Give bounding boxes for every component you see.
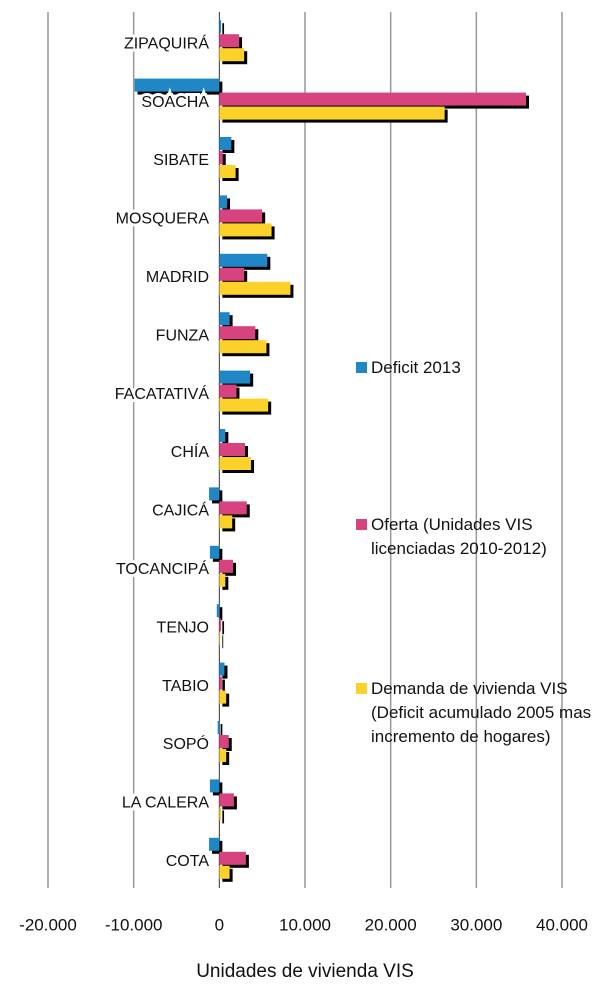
bar (219, 340, 267, 354)
bar (219, 807, 222, 821)
y-tick-label: TOCANCIPÁ (116, 559, 209, 578)
x-tick-label: 0 (215, 915, 224, 934)
bar (219, 92, 527, 106)
bar (219, 165, 236, 178)
bar (219, 676, 222, 690)
bar (219, 429, 226, 442)
bar-shadow (222, 621, 225, 635)
legend-item: Demanda de vivienda VIS (Deficit acumula… (356, 677, 596, 749)
x-tick-label: 10.000 (279, 915, 331, 934)
bar (209, 779, 220, 793)
bar (209, 487, 220, 501)
x-axis-title: Unidades de vivienda VIS (196, 961, 414, 982)
legend-swatch (356, 519, 367, 530)
bar-shadow (220, 724, 223, 737)
x-tick-label: -10.000 (105, 915, 163, 934)
bar (209, 837, 220, 851)
bar (219, 223, 272, 237)
legend-item: Deficit 2013 (356, 356, 596, 380)
y-tick-label: COTA (166, 853, 210, 870)
bar (219, 515, 233, 529)
x-tick-label: 40.000 (536, 915, 588, 934)
bar (219, 106, 445, 120)
bar (219, 398, 269, 412)
y-tick-label: TABIO (162, 678, 209, 695)
bar (219, 253, 268, 267)
y-tick-label: MADRID (146, 269, 209, 286)
bar (134, 78, 220, 92)
y-tick-label: LA CALERA (122, 795, 209, 812)
bar (219, 137, 232, 150)
bar (219, 735, 229, 748)
bar (219, 326, 256, 340)
bar-shadow (222, 432, 229, 445)
bar-shadow (222, 154, 226, 167)
x-tick-label: 30.000 (450, 915, 502, 934)
bar (219, 690, 227, 704)
legend-item: Oferta (Unidades VIS licenciadas 2010-20… (356, 513, 596, 561)
legend-label: Oferta (Unidades VIS licenciadas 2010-20… (371, 515, 547, 558)
bar (219, 267, 245, 281)
bar-shadow (219, 607, 223, 621)
bar (219, 662, 225, 676)
bar (219, 209, 263, 223)
y-tick-label: CHÍA (171, 442, 210, 461)
bar (219, 573, 226, 587)
legend-swatch (356, 683, 367, 694)
bar (219, 312, 230, 326)
bar-shadow (222, 665, 228, 679)
y-tick-label: SOPÓ (163, 734, 209, 753)
bar (219, 151, 223, 164)
bar (219, 618, 222, 632)
y-tick-label: MOSQUERA (116, 211, 210, 228)
bar (219, 865, 230, 879)
bar (219, 793, 234, 807)
bar (217, 721, 220, 734)
bar (219, 20, 222, 34)
y-tick-label: FUNZA (156, 327, 210, 344)
bar (219, 195, 228, 209)
bar (209, 545, 220, 559)
bar-shadow (222, 576, 229, 590)
legend-label: Demanda de vivienda VIS (Deficit acumula… (371, 679, 592, 746)
bar-shadow (222, 635, 224, 649)
bar (219, 34, 240, 48)
legend-swatch (356, 362, 367, 373)
y-tick-label: CAJICÁ (152, 501, 209, 520)
bar (219, 501, 247, 515)
y-tick-label: SIBATE (153, 152, 209, 169)
y-tick-label: ZIPAQUIRÁ (124, 33, 209, 52)
bar (216, 604, 220, 618)
bar (219, 851, 246, 865)
bar (219, 457, 252, 470)
bar-shadow (222, 810, 225, 824)
bar-shadow (222, 679, 225, 693)
legend-label: Deficit 2013 (371, 358, 461, 377)
bar (219, 384, 237, 398)
bar (219, 48, 245, 62)
bar (219, 632, 221, 646)
bar-shadow (222, 23, 225, 37)
bar (219, 370, 251, 384)
y-tick-label: FACATATIVÁ (115, 384, 210, 403)
x-tick-label: 20.000 (365, 915, 417, 934)
y-tick-label: SOACHA (141, 94, 209, 111)
bar (219, 749, 227, 762)
x-tick-label: -20.000 (19, 915, 77, 934)
bar (219, 281, 291, 295)
bar (219, 443, 246, 456)
bar (219, 559, 234, 573)
y-tick-label: TENJO (157, 619, 209, 636)
